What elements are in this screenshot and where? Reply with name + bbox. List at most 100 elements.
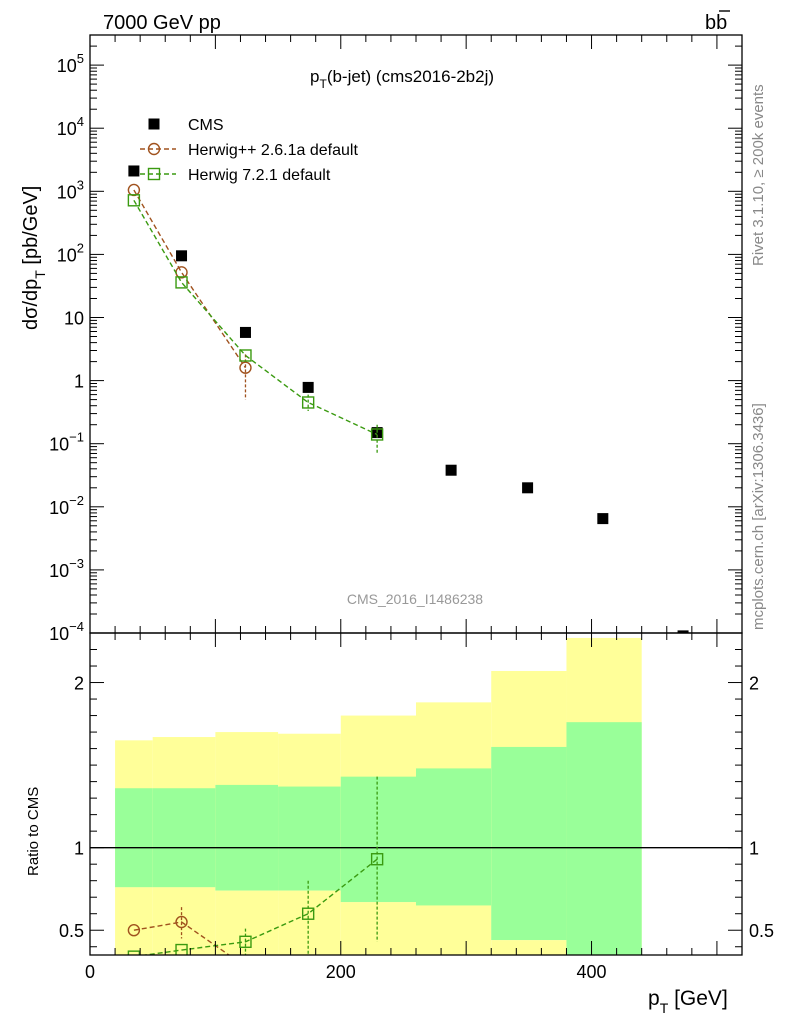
- y-tick-label: 10−3: [49, 556, 84, 581]
- ratio-line: [133, 921, 231, 955]
- data-point: [301, 396, 315, 409]
- series-cms: [128, 165, 689, 633]
- ratio-point: [240, 961, 251, 972]
- y-tick-base: 10: [49, 498, 69, 518]
- y-tick-exponent: 4: [77, 114, 84, 129]
- y-tick-label: 10: [64, 309, 84, 329]
- analysis-watermark: CMS_2016_I1486238: [347, 591, 483, 607]
- energy-label: 7000 GeV pp: [103, 12, 221, 34]
- y-tick-exponent: −3: [69, 556, 84, 571]
- ratio-point: [301, 907, 315, 920]
- data-point: [176, 250, 188, 262]
- data-point: [302, 381, 314, 393]
- process-label: bb: [705, 10, 730, 34]
- y-tick-label: 103: [57, 177, 84, 202]
- y-tick-label: 104: [57, 114, 84, 139]
- ratio-point: [175, 943, 188, 955]
- uncertainty-band-outer-low: [340, 902, 416, 955]
- y-tick-exponent: 5: [77, 51, 84, 66]
- x-tick-label: 200: [326, 962, 356, 982]
- ratio-point: [127, 950, 141, 955]
- ratio-point: [370, 853, 384, 866]
- rivet-version-label: Rivet 3.1.10, ≥ 200k events: [750, 84, 767, 266]
- data-point: [239, 361, 252, 374]
- legend-marker: [147, 142, 161, 156]
- uncertainty-band-outer-low: [115, 887, 153, 955]
- series-herwig-2-6-1a-default: [127, 183, 252, 400]
- y-tick-base: 10: [57, 56, 77, 76]
- uncertainty-band-inner: [152, 788, 216, 888]
- ratio-y-tick-label-right: 1: [749, 839, 759, 859]
- data-point: [522, 482, 534, 494]
- uncertainty-band-inner: [416, 768, 492, 906]
- series-herwig-7-2-1-default: [127, 194, 384, 454]
- data-point: [677, 630, 689, 633]
- legend-label: Herwig++ 2.6.1a default: [188, 142, 358, 159]
- ratio-panel: 0.5 0.5 1 1 2 2 0 200 400 Ratio to CMS pT [GeV]: [25, 632, 774, 1016]
- y-tick-label: 10−1: [49, 430, 84, 455]
- y-tick-base: 10: [49, 435, 69, 455]
- y-tick-label: 105: [57, 51, 84, 76]
- data-point: [175, 266, 188, 279]
- y-tick-exponent: 3: [77, 177, 84, 192]
- legend: CMS Herwig++ 2.6.1a default Herwig 7.2.1 d…: [140, 117, 358, 184]
- data-point: [445, 464, 457, 476]
- series-line: [133, 199, 378, 436]
- ratio-point: [127, 924, 141, 937]
- ratio-y-tick-label: 2: [74, 674, 84, 694]
- y-tick-exponent: −4: [69, 619, 84, 634]
- legend-marker: [148, 118, 160, 130]
- uncertainty-band-inner: [566, 722, 642, 955]
- series-line: [133, 189, 247, 369]
- y-tick-label: 10−4: [49, 619, 84, 644]
- data-point: [597, 513, 609, 525]
- uncertainty-band-inner: [215, 784, 279, 891]
- process-bbar: b: [716, 12, 727, 34]
- y-tick-label: 10−2: [49, 493, 84, 518]
- mcplots-label: mcplots.cern.ch [arXiv:1306.3436]: [750, 403, 767, 630]
- svg-text:bb: bb: [705, 12, 727, 34]
- uncertainty-band-outer-low: [152, 887, 216, 955]
- ratio-y-tick-label-right: 2: [749, 674, 759, 694]
- ratio-point: [239, 935, 252, 948]
- data-point: [370, 428, 384, 441]
- legend-marker: [147, 167, 161, 181]
- uncertainty-band-outer-low: [491, 940, 567, 955]
- ratio-y-tick-label: 1: [74, 839, 84, 859]
- y-tick-exponent: −2: [69, 493, 84, 508]
- data-point: [127, 194, 141, 207]
- uncertainty-band-outer-low: [278, 890, 341, 955]
- uncertainty-band-inner: [278, 786, 341, 891]
- legend-label: Herwig 7.2.1 default: [188, 167, 331, 184]
- data-point: [175, 276, 188, 289]
- y-tick-label: 102: [57, 240, 84, 265]
- process-b: b: [705, 12, 716, 34]
- y-tick-base: 10: [57, 119, 77, 139]
- ratio-series-herwig-2-6-1a-default: [127, 907, 251, 972]
- y-axis-label: dσ/dpT [pb/GeV]: [20, 186, 48, 330]
- uncertainty-band-outer-low: [416, 905, 492, 955]
- x-tick-label: 400: [577, 962, 607, 982]
- y-tick-base: 10: [49, 624, 69, 644]
- legend-label: CMS: [188, 117, 224, 134]
- ratio-y-tick-label: 0.5: [59, 921, 84, 941]
- y-tick-base: 10: [49, 561, 69, 581]
- y-tick-exponent: −1: [69, 430, 84, 445]
- data-point: [239, 326, 251, 338]
- ratio-y-axis-label: Ratio to CMS: [25, 787, 42, 876]
- y-tick-base: 10: [57, 245, 77, 265]
- plot-title: pT(b-jet) (cms2016-2b2j): [310, 67, 494, 91]
- y-tick-exponent: 2: [77, 240, 84, 255]
- uncertainty-band-inner: [491, 746, 567, 941]
- ratio-y-tick-label-right: 0.5: [749, 921, 774, 941]
- x-tick-label: 0: [85, 962, 95, 982]
- y-tick-base: 10: [57, 182, 77, 202]
- y-tick-label: 1: [74, 372, 84, 392]
- uncertainty-band-inner: [340, 776, 416, 903]
- data-point: [128, 165, 140, 177]
- x-axis-label: pT [GeV]: [648, 987, 728, 1016]
- ratio-point: [175, 915, 188, 929]
- uncertainty-band-inner: [115, 788, 153, 888]
